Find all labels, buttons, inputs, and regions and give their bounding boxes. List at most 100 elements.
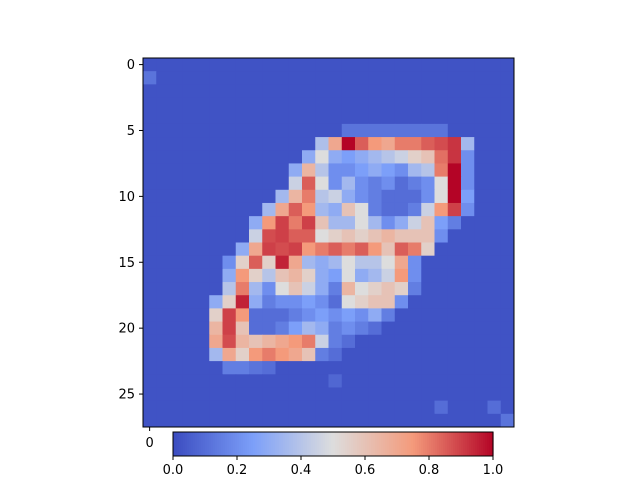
heatmap-cell [275, 216, 290, 230]
heatmap-cell [368, 242, 382, 257]
heatmap-cell [447, 150, 462, 164]
heatmap-cell [434, 150, 449, 164]
heatmap-cell [408, 150, 422, 164]
heatmap-cell [500, 123, 515, 138]
heatmap-cell [368, 97, 382, 112]
heatmap-cell [408, 242, 422, 257]
colorbar-segment [297, 432, 300, 456]
heatmap-cell [302, 84, 316, 99]
heatmap-cell [222, 58, 237, 72]
colorbar-segment [303, 432, 306, 456]
colorbar-segment [283, 432, 286, 456]
heatmap-cell [381, 163, 396, 178]
colorbar-segment [265, 432, 268, 456]
heatmap-cell [355, 150, 369, 164]
colorbar-segment [217, 432, 220, 456]
heatmap-cell [288, 189, 303, 204]
colorbar-segment [469, 432, 472, 456]
heatmap-cell [421, 308, 435, 323]
heatmap-cell [209, 400, 223, 415]
heatmap-cell [474, 374, 488, 388]
heatmap-cell [434, 176, 449, 191]
heatmap-cell [302, 229, 316, 243]
colorbar-segment [459, 432, 462, 456]
heatmap-cell [209, 71, 223, 85]
colorbar-segment [211, 432, 214, 456]
y-tick-label: 10 [118, 190, 135, 205]
heatmap-cell [143, 308, 157, 323]
heatmap-cell [143, 347, 157, 362]
heatmap-cell [474, 71, 488, 85]
heatmap-cell [262, 321, 276, 336]
heatmap-cell [169, 189, 184, 204]
heatmap-cell [341, 268, 356, 283]
heatmap-cell [434, 268, 449, 283]
heatmap-cell [434, 163, 449, 178]
heatmap-cell [209, 321, 223, 336]
heatmap-cell [143, 400, 157, 415]
heatmap-cell [328, 163, 343, 178]
heatmap-cell [288, 374, 303, 388]
heatmap-cell [156, 110, 170, 125]
heatmap-cell [447, 84, 462, 99]
heatmap-cell [249, 110, 263, 125]
heatmap-cell [156, 71, 170, 85]
heatmap-cell [394, 374, 409, 388]
heatmap-cell [421, 84, 435, 99]
heatmap-cell [288, 71, 303, 85]
heatmap-cell [328, 97, 343, 112]
heatmap-cell [500, 308, 515, 323]
heatmap-cell [169, 97, 184, 112]
colorbar-segment [453, 432, 456, 456]
heatmap-cell [182, 347, 197, 362]
heatmap-cell [447, 137, 462, 151]
heatmap-cell [447, 255, 462, 270]
heatmap-cell [315, 229, 329, 243]
heatmap-cell [341, 202, 356, 217]
colorbar-segment [479, 432, 482, 456]
heatmap-cell [328, 321, 343, 336]
heatmap-cell [156, 176, 170, 191]
heatmap-cell [381, 308, 396, 323]
heatmap-cell [302, 189, 316, 204]
heatmap-cell [209, 123, 223, 138]
heatmap-cell [156, 321, 170, 336]
heatmap-cell [275, 387, 290, 402]
heatmap-cell [196, 347, 210, 362]
heatmap-cell [408, 58, 422, 72]
colorbar-segment [309, 432, 312, 456]
heatmap-cell [143, 387, 157, 402]
heatmap-cell [487, 268, 502, 283]
colorbar-segment [455, 432, 458, 456]
colorbar-segment [325, 432, 328, 456]
heatmap-cell [302, 347, 316, 362]
heatmap-cell [461, 295, 475, 309]
heatmap-cell [262, 295, 276, 309]
heatmap-cell [408, 400, 422, 415]
colorbar-segment [219, 432, 222, 456]
heatmap-cell [434, 347, 449, 362]
heatmap-cell [275, 295, 290, 309]
heatmap-cell [275, 97, 290, 112]
heatmap-cell [500, 202, 515, 217]
colorbar-segment [395, 432, 398, 456]
heatmap-cell [368, 189, 382, 204]
colorbar-segment [335, 432, 338, 456]
heatmap-cell [275, 255, 290, 270]
heatmap-cell [302, 387, 316, 402]
heatmap-cell [500, 387, 515, 402]
heatmap-cell [461, 216, 475, 230]
heatmap-cell [474, 413, 488, 428]
heatmap-cell [249, 387, 263, 402]
heatmap-cell [394, 97, 409, 112]
heatmap-cell [182, 84, 197, 99]
colorbar-segment [473, 432, 476, 456]
heatmap-cell [434, 255, 449, 270]
colorbar-segment [357, 432, 360, 456]
heatmap-cell [487, 202, 502, 217]
heatmap-cell [315, 295, 329, 309]
colorbar-segment [467, 432, 470, 456]
colorbar-segment [435, 432, 438, 456]
heatmap-cell [222, 229, 237, 243]
heatmap-cell [209, 229, 223, 243]
